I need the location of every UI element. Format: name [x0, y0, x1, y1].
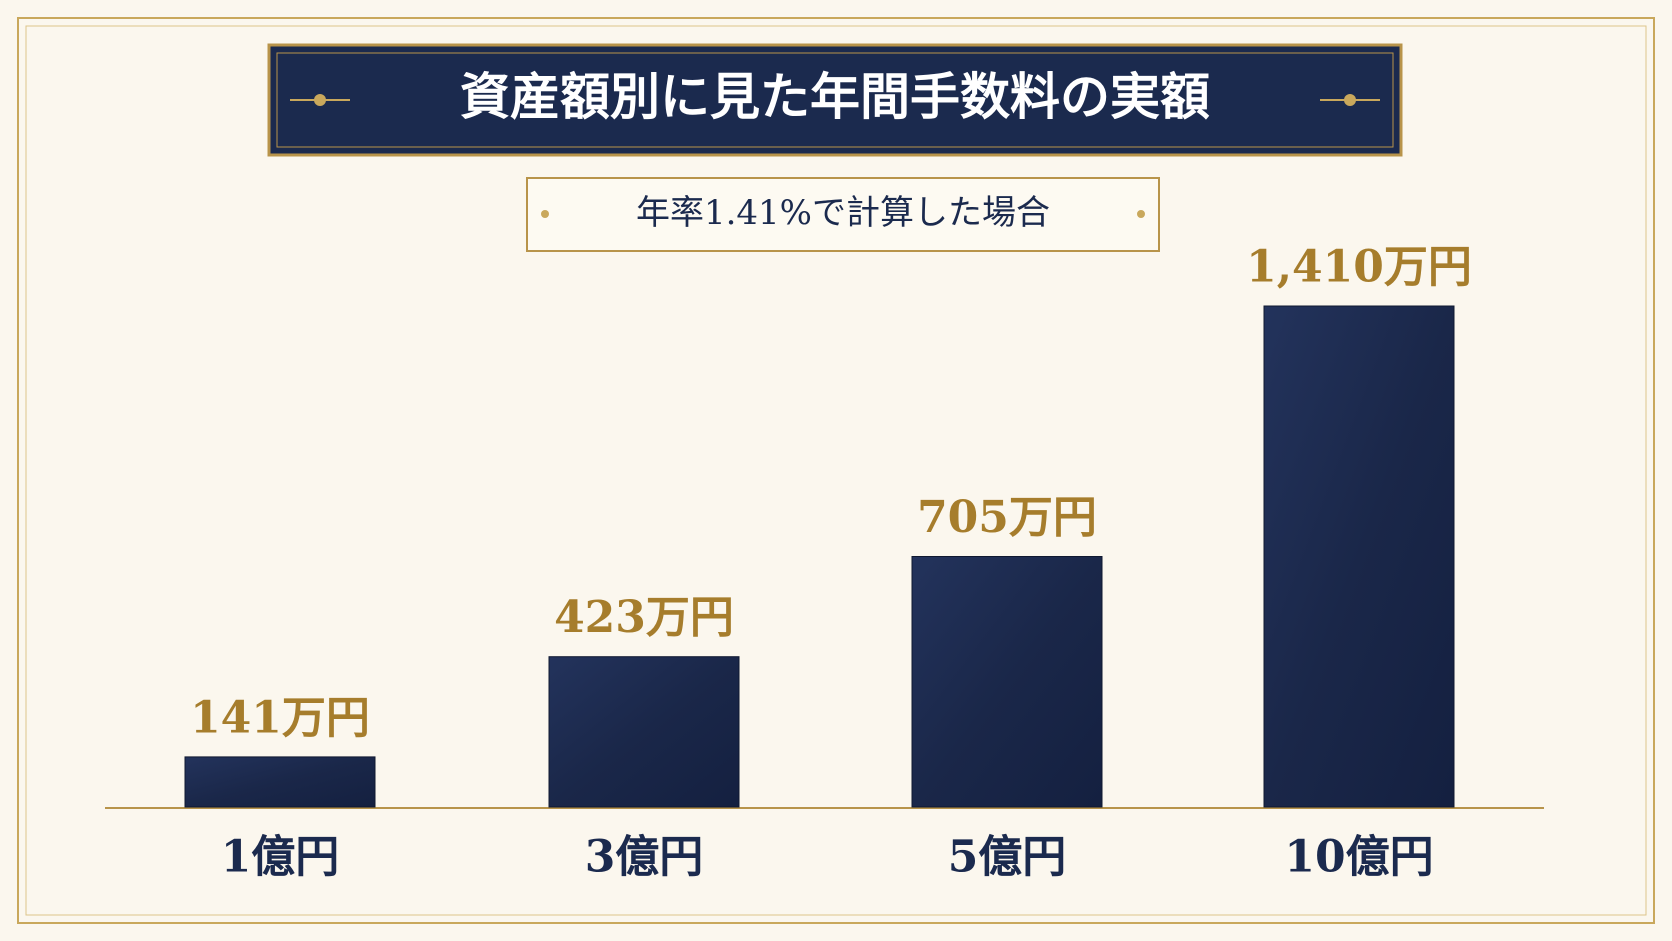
- chart-subtitle: 年率1.41%で計算した場合: [636, 193, 1050, 233]
- value-label: 1,410万円: [1246, 242, 1472, 293]
- value-label: 705万円: [917, 492, 1097, 543]
- x-tick-label: 1億円: [221, 832, 340, 883]
- subtitle-ornament: [541, 210, 1145, 218]
- x-tick-label: 3億円: [585, 832, 704, 883]
- subtitle-box: [526, 177, 1160, 252]
- value-label: 423万円: [554, 592, 734, 643]
- x-tick-label: 10億円: [1284, 832, 1433, 883]
- inner-frame: [25, 25, 1647, 916]
- title-ornament: [290, 94, 1380, 106]
- bar: [548, 656, 740, 808]
- bar: [911, 556, 1103, 808]
- outer-frame: [17, 17, 1655, 924]
- bar: [184, 756, 376, 808]
- x-tick-label: 5億円: [948, 832, 1067, 883]
- title-banner: [267, 43, 1403, 157]
- chart-title: 資産額別に見た年間手数料の実額: [460, 67, 1210, 126]
- bar: [1263, 305, 1455, 808]
- value-label: 141万円: [190, 692, 370, 743]
- title-banner-inner: [276, 52, 1394, 148]
